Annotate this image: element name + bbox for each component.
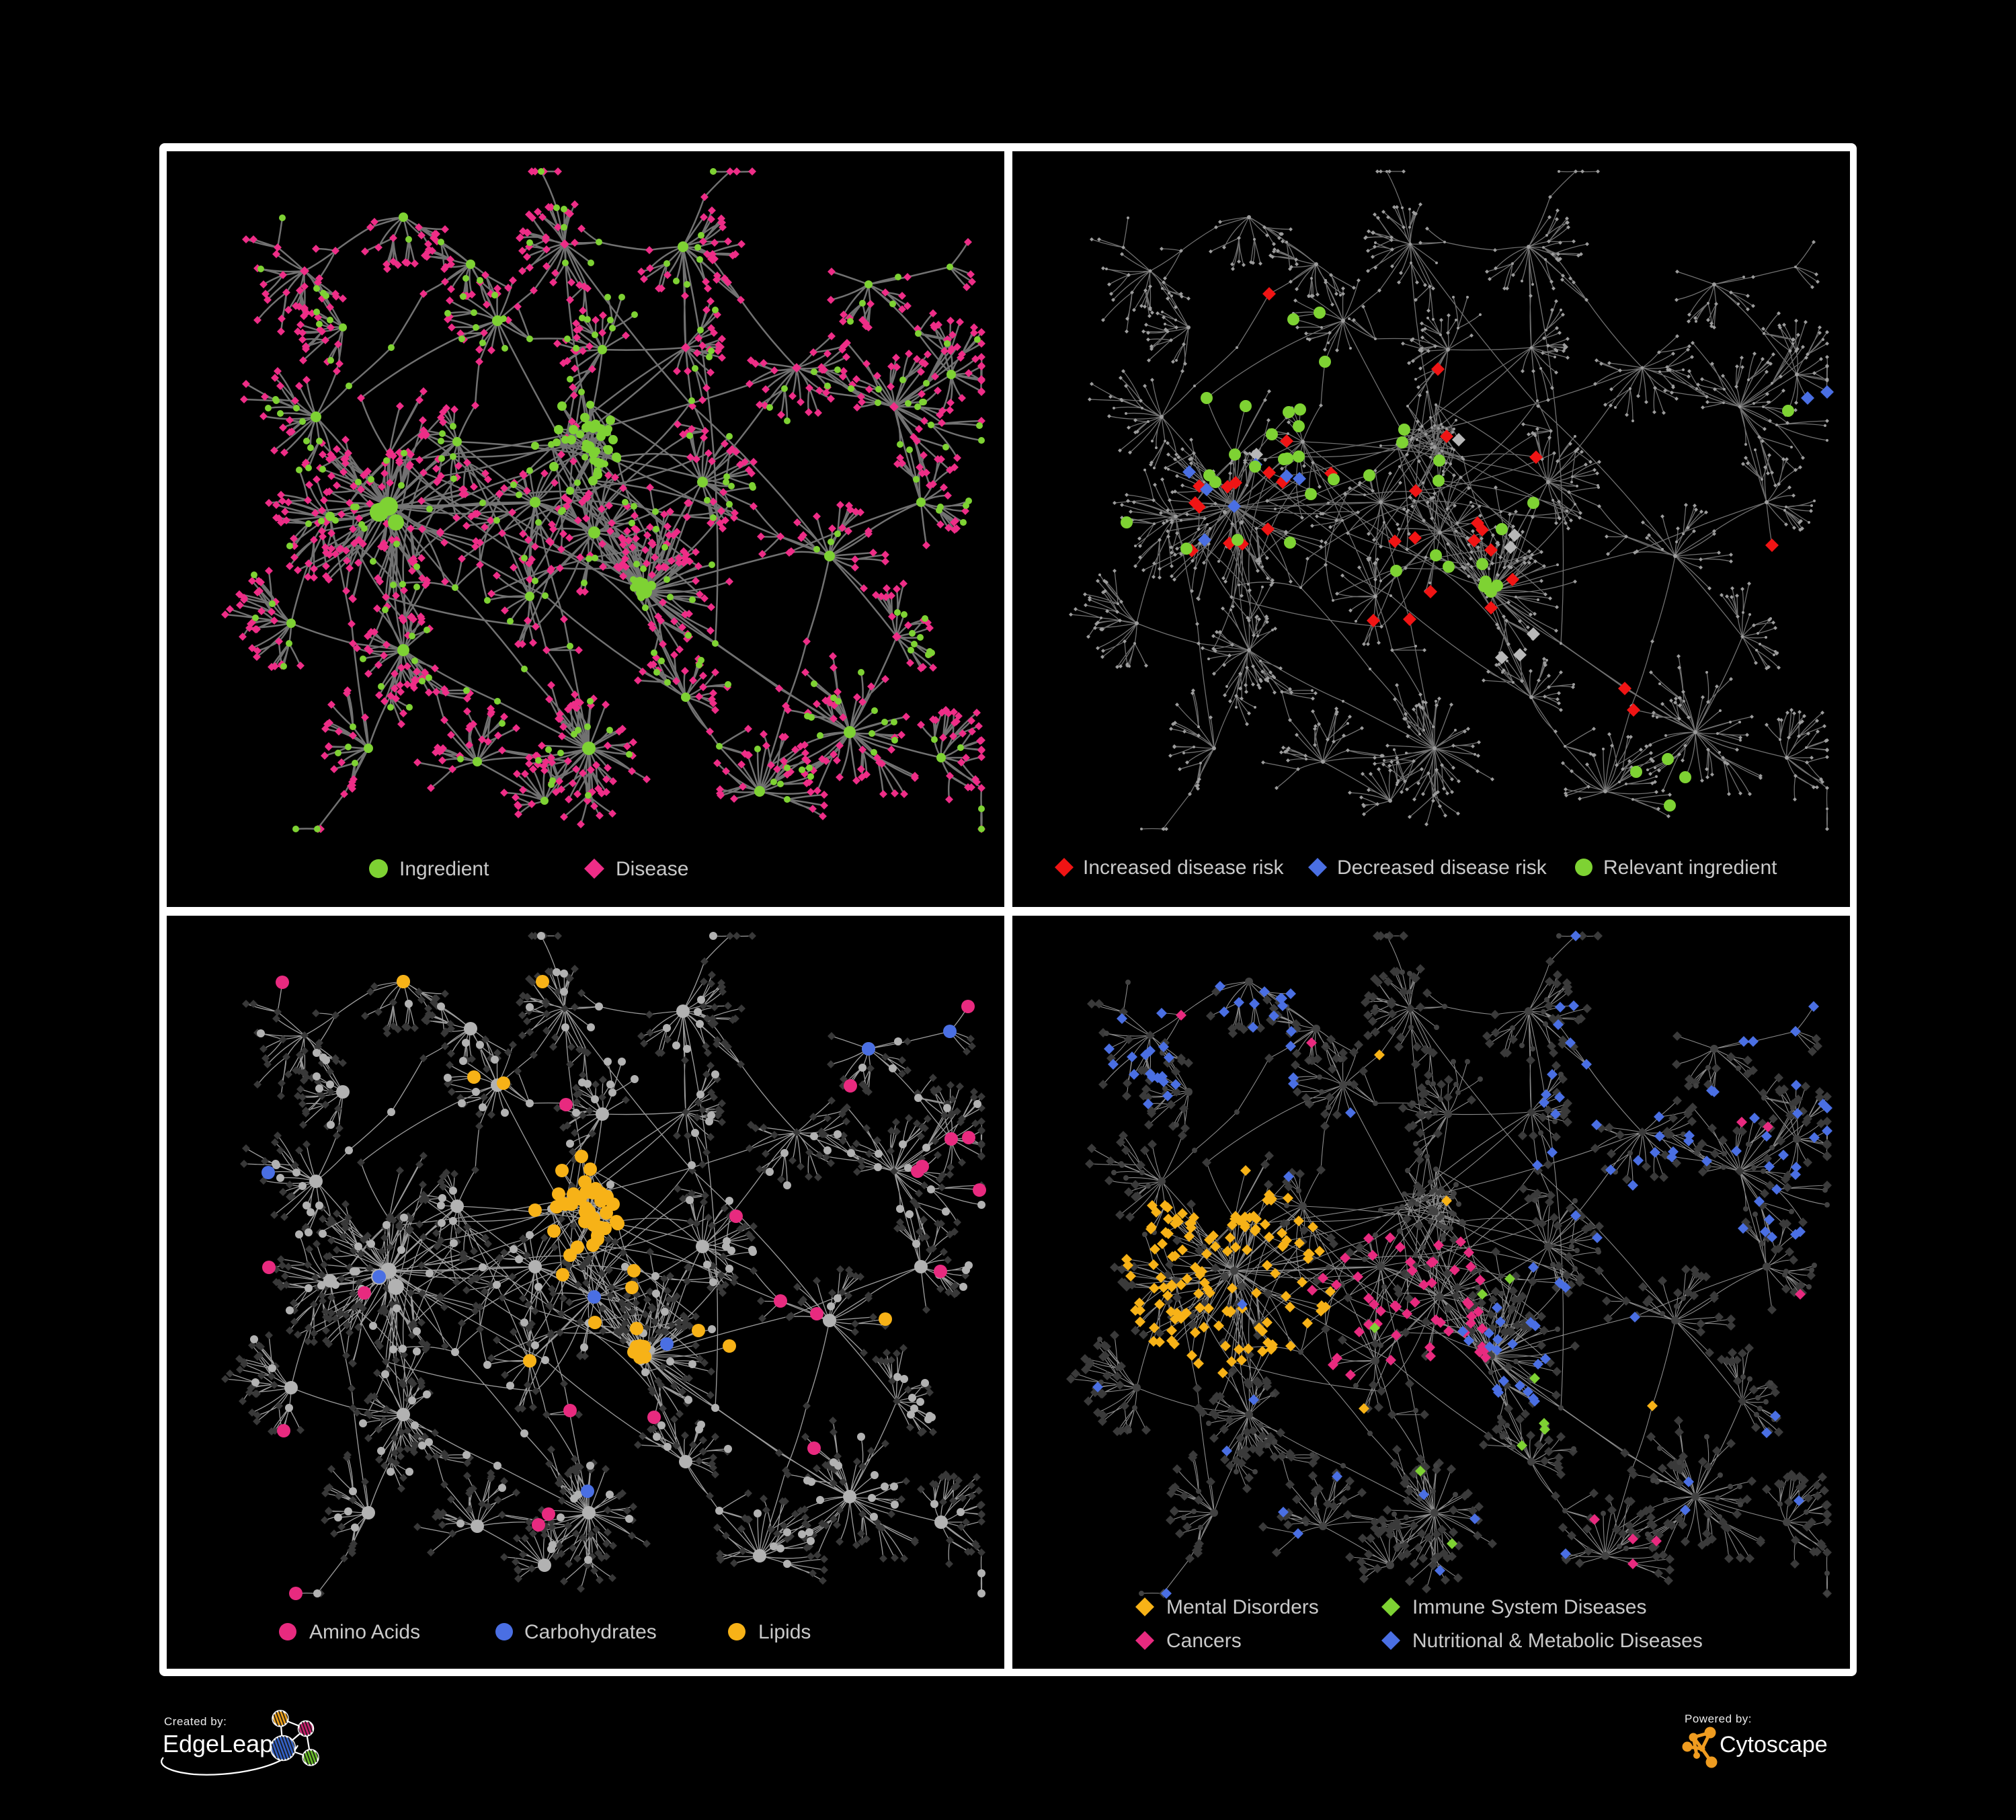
svg-text:Decreased disease risk: Decreased disease risk (1337, 857, 1547, 879)
svg-text:Ingredient: Ingredient (399, 858, 489, 880)
svg-text:Powered by:: Powered by: (1685, 1712, 1752, 1725)
svg-text:Cytoscape: Cytoscape (1720, 1732, 1828, 1757)
svg-text:Increased disease risk: Increased disease risk (1083, 857, 1284, 879)
svg-text:Disease: Disease (616, 858, 688, 880)
svg-text:Lipids: Lipids (758, 1621, 811, 1643)
svg-text:Cancers: Cancers (1166, 1630, 1242, 1652)
svg-text:Amino Acids: Amino Acids (309, 1621, 420, 1643)
svg-text:Created by:: Created by: (164, 1715, 227, 1728)
svg-text:Carbohydrates: Carbohydrates (524, 1621, 657, 1643)
svg-text:Immune System Diseases: Immune System Diseases (1412, 1596, 1646, 1618)
svg-text:EdgeLeap: EdgeLeap (163, 1730, 273, 1757)
svg-text:Nutritional & Metabolic Diseas: Nutritional & Metabolic Diseases (1412, 1630, 1703, 1652)
svg-text:Mental Disorders: Mental Disorders (1166, 1596, 1319, 1618)
svg-text:Relevant ingredient: Relevant ingredient (1603, 857, 1777, 879)
